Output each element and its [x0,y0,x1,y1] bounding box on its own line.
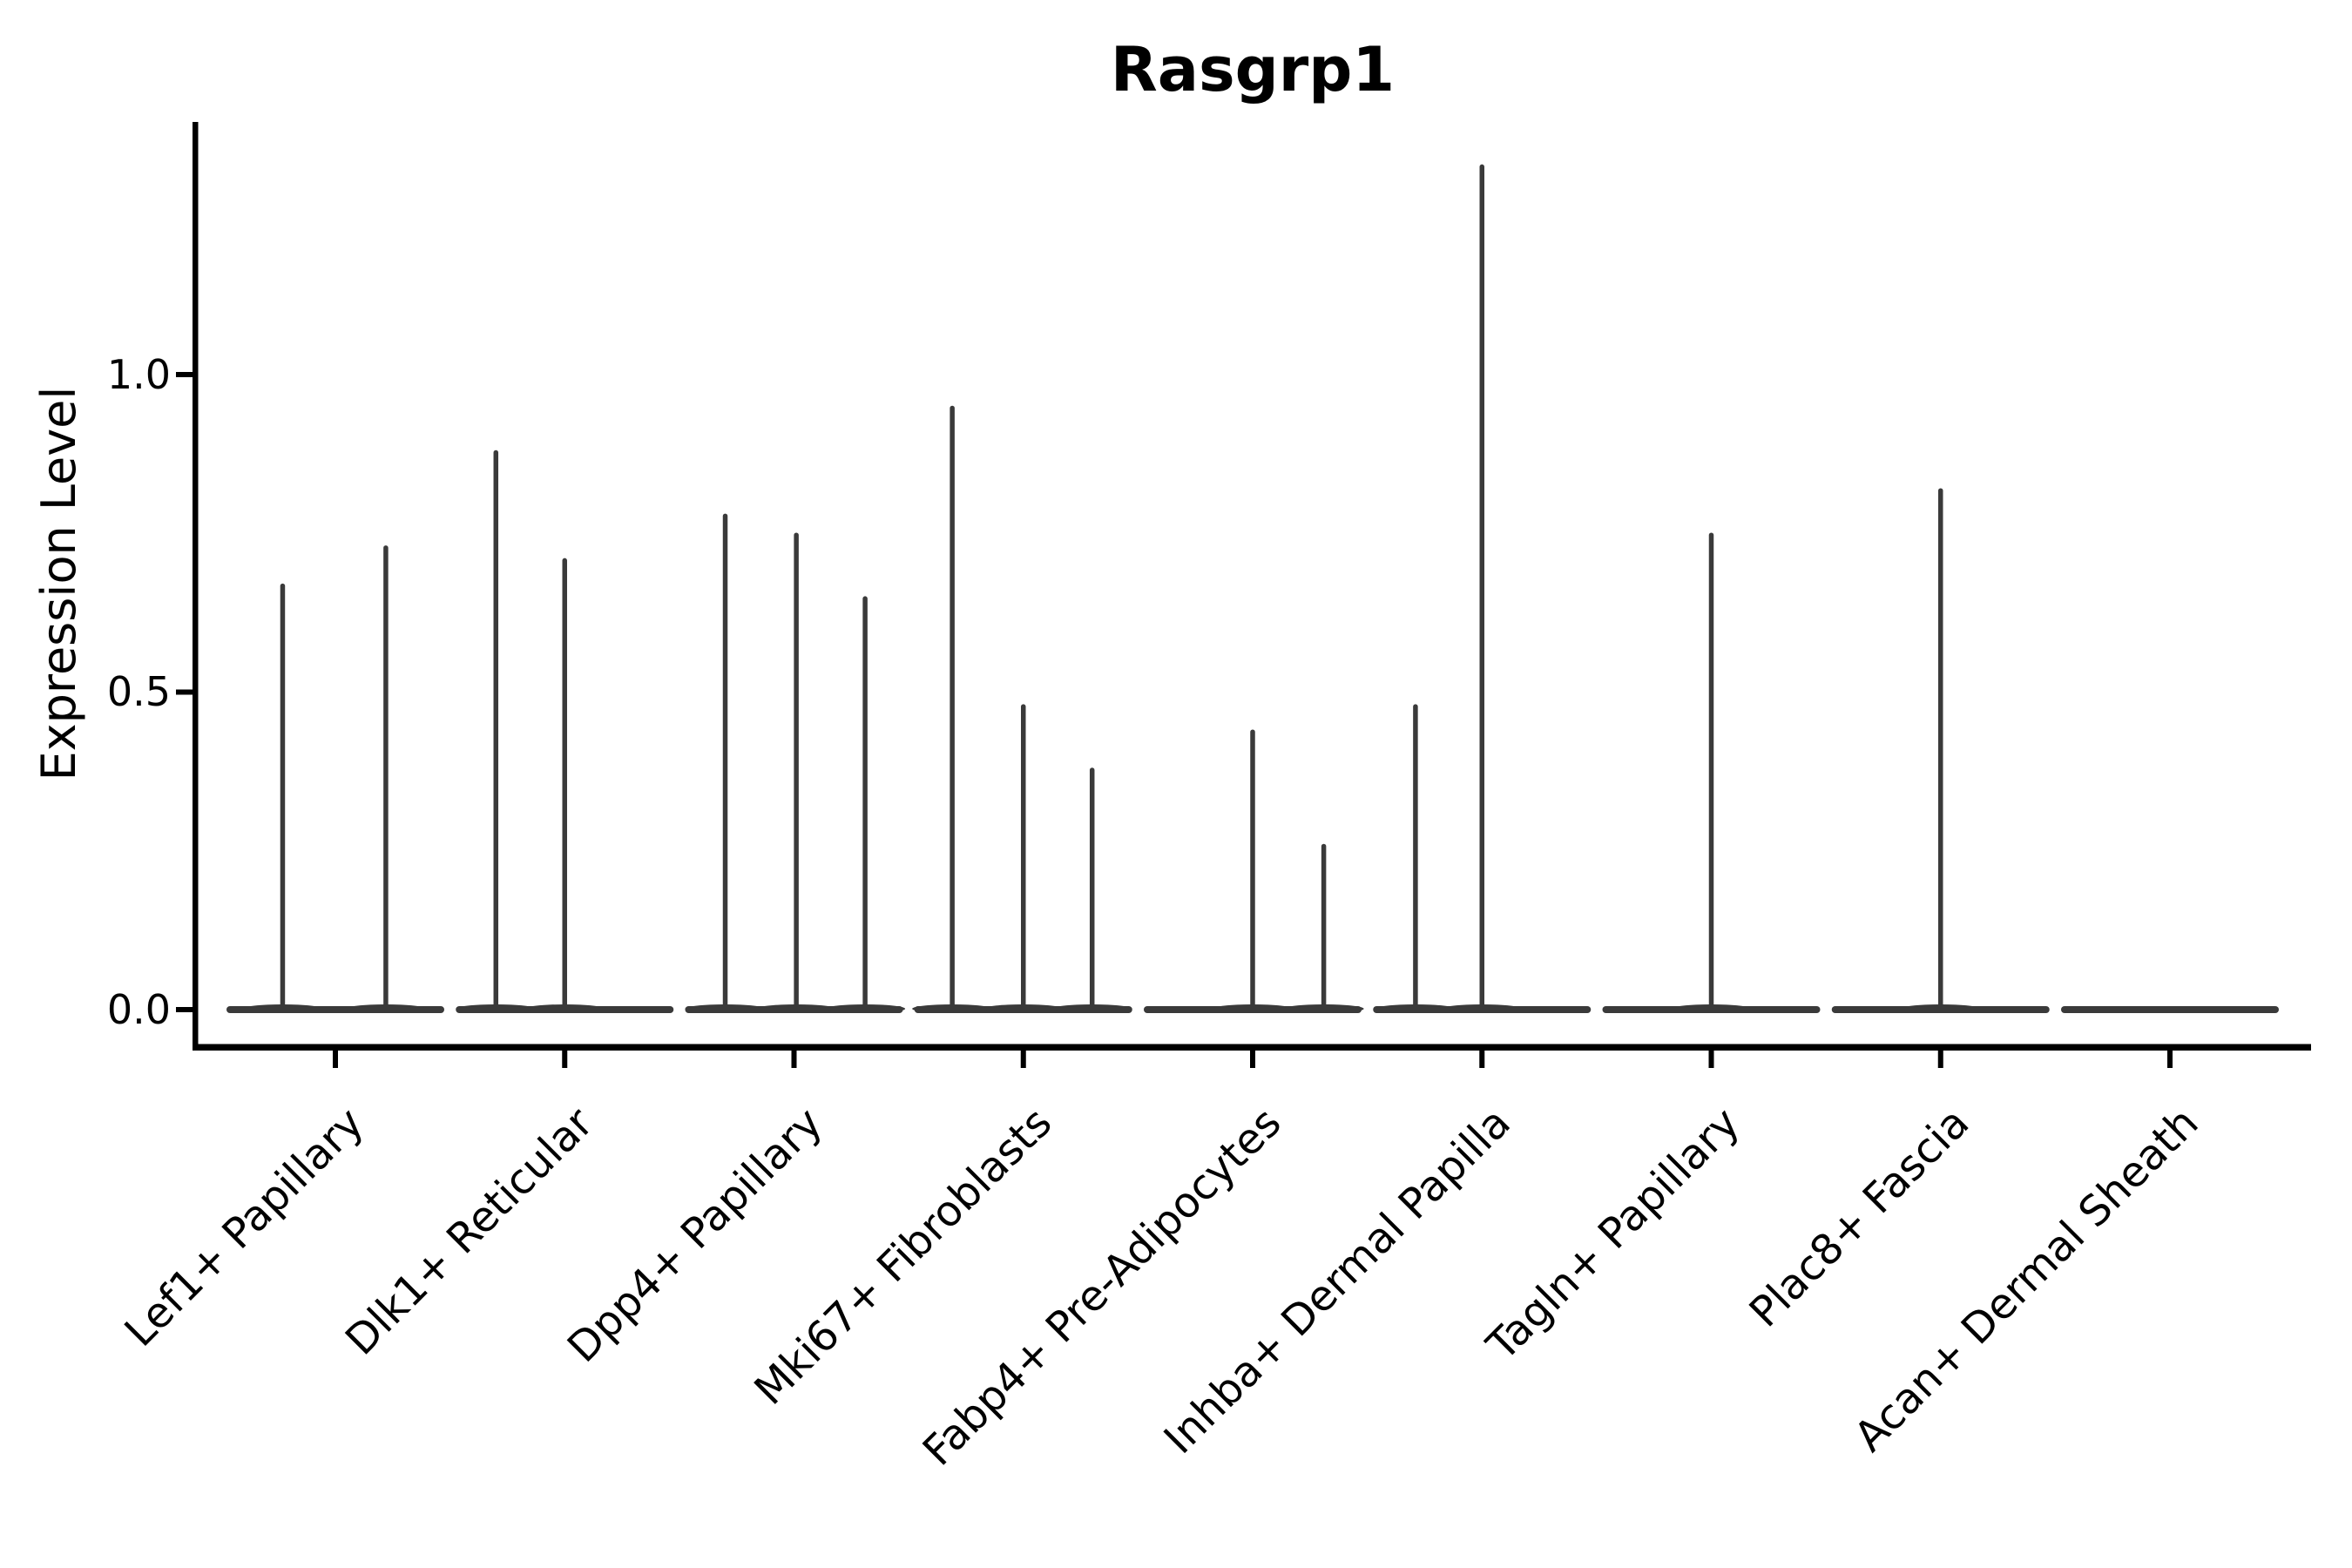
y-tick-label: 0.5 [107,668,171,715]
x-tick-label: Tagln+ Papillary [1477,1098,1749,1370]
x-tick-mark [562,1051,568,1068]
x-tick-mark [1020,1051,1026,1068]
x-tick-label: Plac8+ Fascia [1740,1098,1979,1337]
x-tick-label: Lef1+ Papillary [116,1098,374,1356]
y-tick-mark [176,689,197,695]
x-axis-spine [193,1044,2311,1051]
x-tick-mark [2167,1051,2173,1068]
x-tick-mark [1250,1051,1255,1068]
y-tick-label: 1.0 [107,351,171,398]
chart-title: Rasgrp1 [1111,34,1395,105]
x-tick-label: Dlk1+ Reticular [336,1098,603,1365]
x-tick-mark [1479,1051,1485,1068]
y-tick-label: 0.0 [107,986,171,1033]
y-tick-mark [176,1007,197,1012]
x-tick-mark [1937,1051,1943,1068]
x-tick-mark [333,1051,338,1068]
x-tick-mark [1708,1051,1714,1068]
y-axis-label: Expression Level [31,387,86,781]
y-tick-mark [176,372,197,377]
x-tick-mark [791,1051,797,1068]
y-axis-spine [193,122,199,1051]
x-tick-label: Dpp4+ Papillary [558,1098,832,1372]
